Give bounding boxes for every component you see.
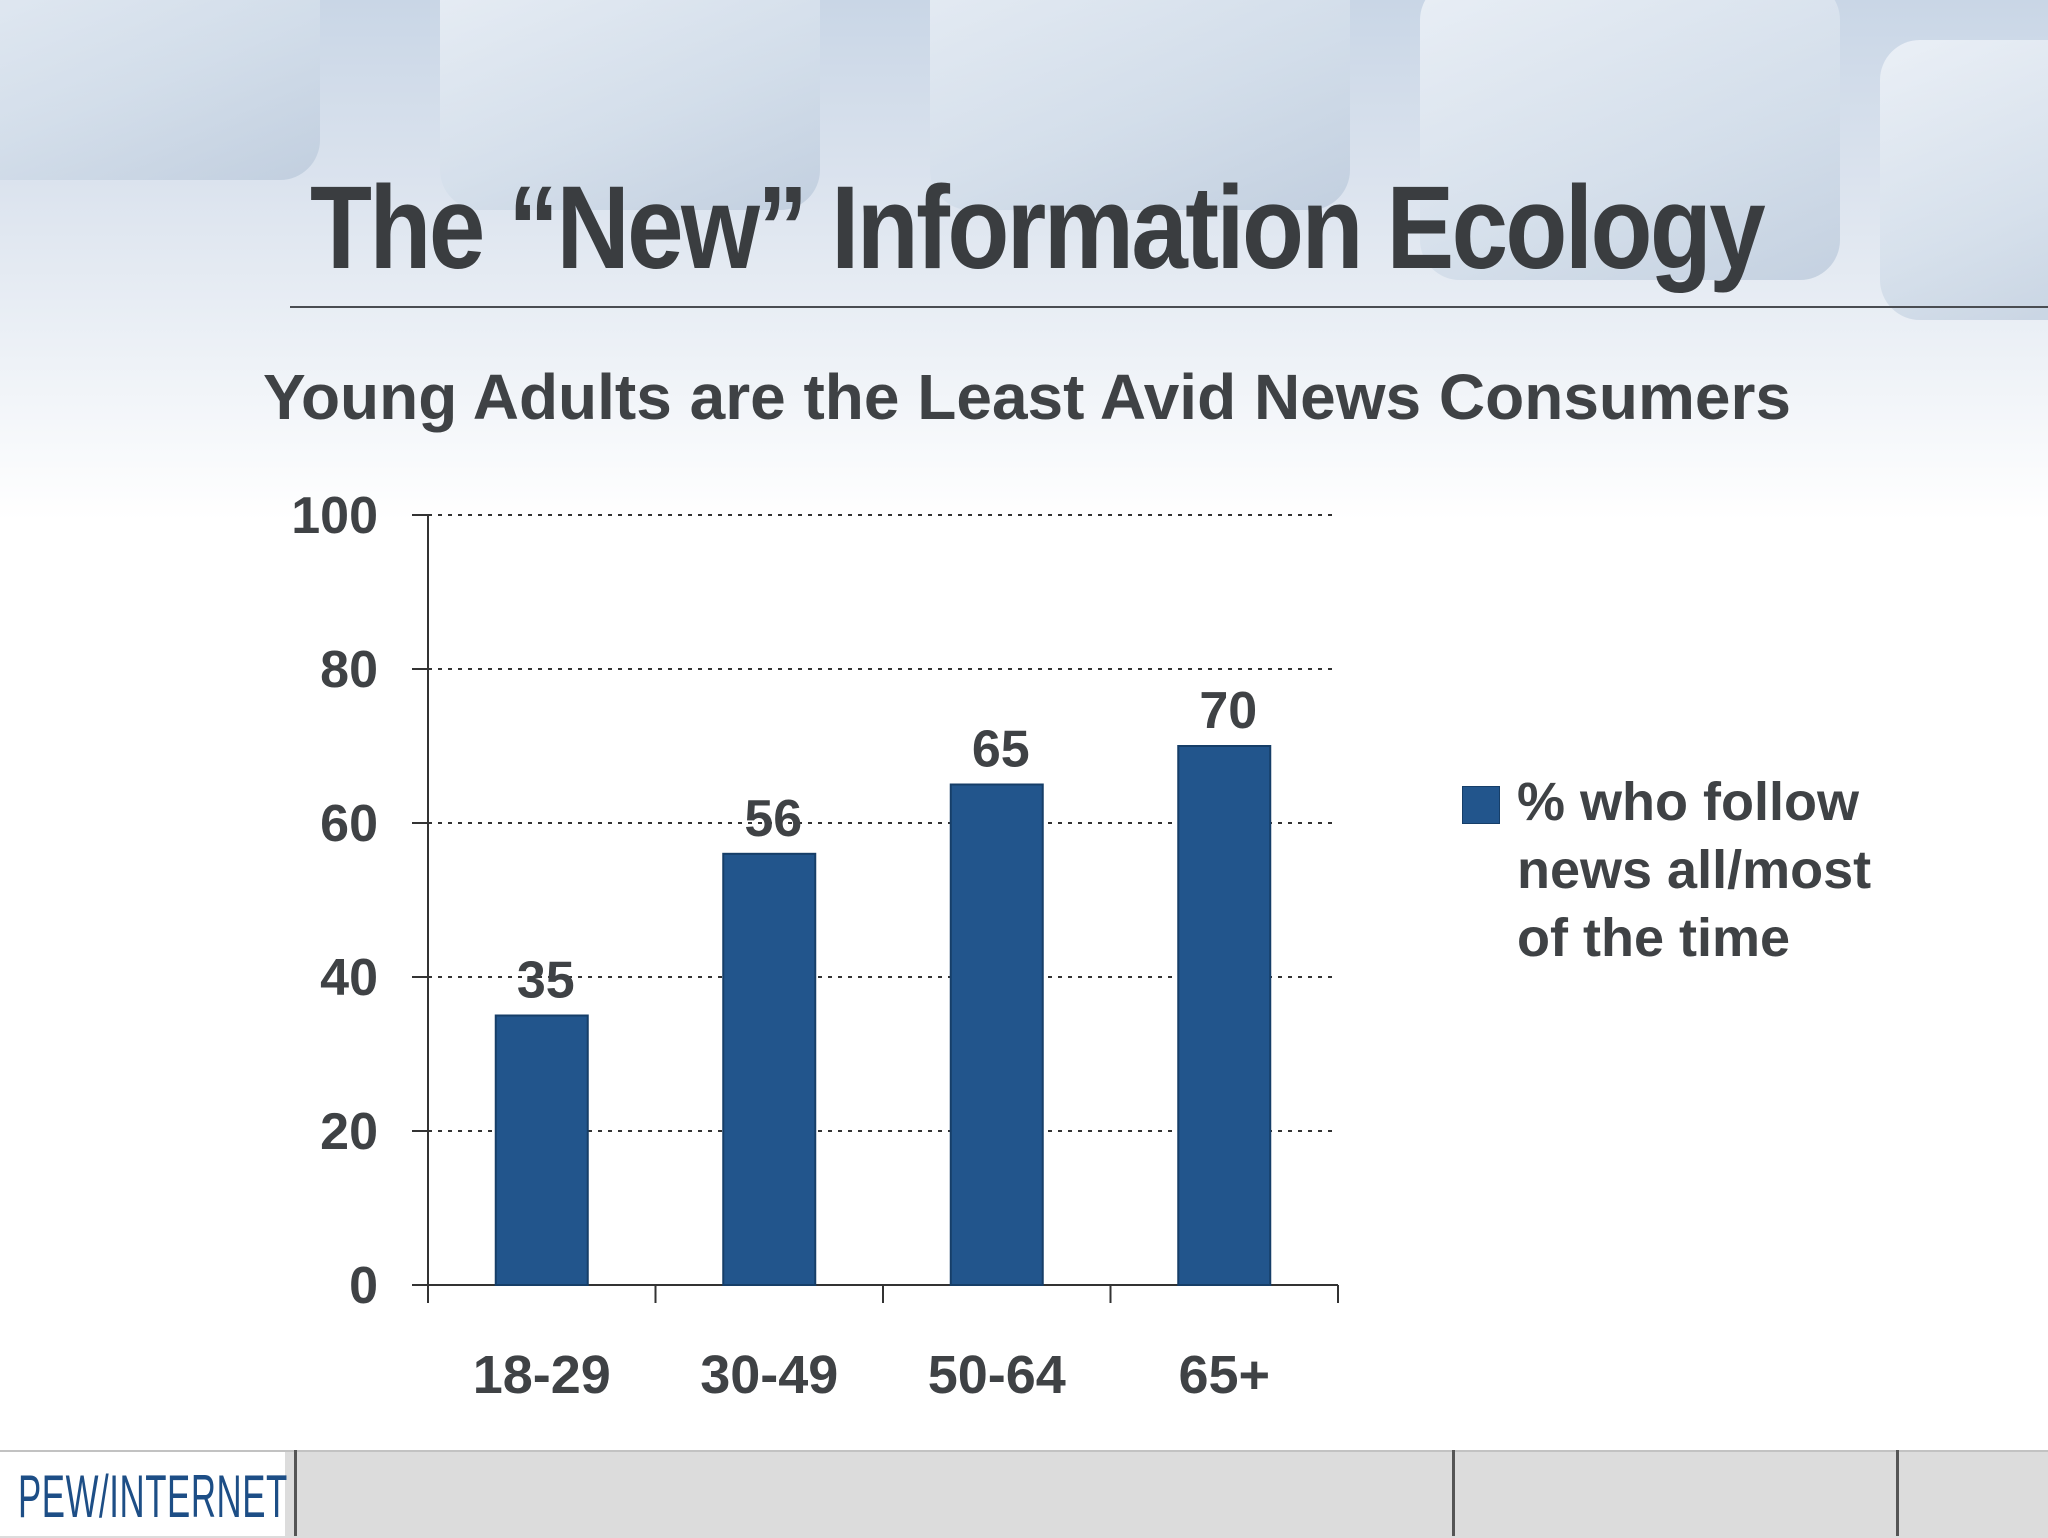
data-label: 65 xyxy=(972,721,1030,779)
footer-divider xyxy=(1452,1450,1455,1536)
logo-area xyxy=(0,1452,285,1536)
x-tick-label: 50-64 xyxy=(928,1345,1066,1405)
data-label: 56 xyxy=(744,790,802,848)
legend-swatch xyxy=(1462,786,1500,824)
x-tick-label: 65+ xyxy=(1178,1345,1270,1405)
footer-divider xyxy=(1896,1450,1899,1536)
footer-divider xyxy=(294,1450,297,1536)
data-label: 35 xyxy=(517,952,575,1010)
chart-subtitle: Young Adults are the Least Avid News Con… xyxy=(263,361,1791,433)
bar xyxy=(722,852,817,1286)
title-underline xyxy=(290,306,2048,308)
y-tick-label: 100 xyxy=(291,487,378,545)
x-tick-label: 30-49 xyxy=(700,1345,838,1405)
data-label: 70 xyxy=(1199,682,1257,740)
pew-internet-logo: PEW/INTERNET xyxy=(18,1463,288,1530)
bar xyxy=(494,1014,589,1286)
bar xyxy=(1177,745,1272,1286)
x-tick-label: 18-29 xyxy=(473,1345,611,1405)
legend-label: % who follow news all/most of the time xyxy=(1517,772,1872,968)
footer-bar xyxy=(0,1450,2048,1538)
y-tick-label: 40 xyxy=(320,949,378,1007)
y-tick-label: 60 xyxy=(320,795,378,853)
bar xyxy=(949,783,1044,1286)
background-keyboard-image xyxy=(0,0,2048,520)
slide-title: The “New” Information Ecology xyxy=(310,162,1766,294)
y-tick-label: 80 xyxy=(320,641,378,699)
y-tick-label: 20 xyxy=(320,1103,378,1161)
y-tick-label: 0 xyxy=(349,1257,378,1315)
